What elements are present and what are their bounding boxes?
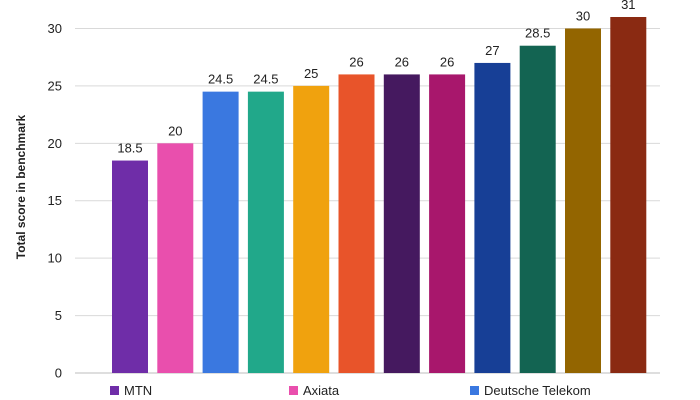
legend-label: MTN <box>124 383 152 398</box>
y-tick-label: 25 <box>48 78 62 93</box>
y-axis-ticks: 0 5 10 15 20 25 30 <box>48 21 62 381</box>
bar <box>383 74 420 373</box>
data-label: 28.5 <box>525 26 550 41</box>
bar <box>247 91 284 373</box>
y-tick-label: 30 <box>48 21 62 36</box>
legend-label: Axiata <box>303 383 340 398</box>
data-labels: 18.5 20 24.5 24.5 25 26 26 26 27 28.5 30 31 <box>117 0 635 156</box>
data-label: 20 <box>168 123 182 138</box>
data-label: 24.5 <box>253 72 278 87</box>
bar <box>474 62 511 373</box>
data-label: 30 <box>576 8 590 23</box>
y-tick-label: 0 <box>55 366 62 381</box>
data-label: 31 <box>621 0 635 12</box>
data-label: 26 <box>440 54 454 69</box>
data-label: 27 <box>485 43 499 58</box>
y-tick-label: 5 <box>55 308 62 323</box>
legend: MTN Axiata Deutsche Telekom <box>110 383 591 398</box>
y-tick-label: 20 <box>48 136 62 151</box>
legend-swatch <box>470 386 479 395</box>
bar <box>157 143 194 373</box>
bar <box>202 91 239 373</box>
legend-swatch <box>289 386 298 395</box>
bar <box>338 74 375 373</box>
data-label: 26 <box>395 54 409 69</box>
bar <box>293 85 330 373</box>
data-label: 24.5 <box>208 72 233 87</box>
data-label: 18.5 <box>117 141 142 156</box>
y-axis-label: Total score in benchmark <box>14 114 28 259</box>
y-tick-label: 15 <box>48 193 62 208</box>
legend-label: Deutsche Telekom <box>484 383 591 398</box>
y-tick-label: 10 <box>48 251 62 266</box>
bar <box>565 28 601 373</box>
legend-swatch <box>110 386 119 395</box>
bar <box>429 74 466 373</box>
data-label: 25 <box>304 66 318 81</box>
bar <box>610 17 647 373</box>
bar <box>112 160 148 373</box>
bars <box>112 17 647 373</box>
bar <box>519 45 556 373</box>
data-label: 26 <box>349 54 363 69</box>
